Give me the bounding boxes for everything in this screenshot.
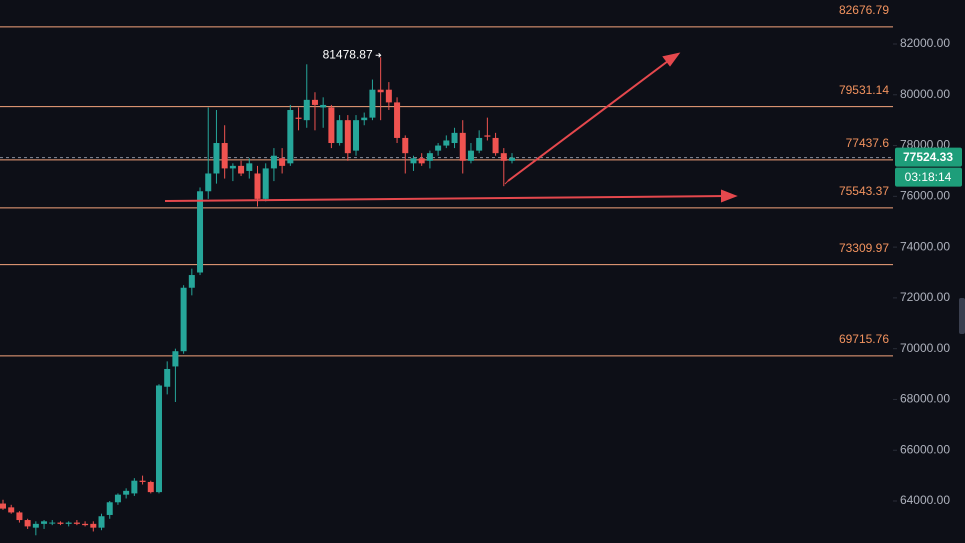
candle-body (73, 522, 80, 524)
candle-body (180, 287, 187, 352)
candle-body (311, 99, 318, 105)
y-tick-label: 64000.00 (900, 493, 950, 507)
y-tick-label: 70000.00 (900, 341, 950, 355)
current-price-label: 77524.33 (903, 150, 953, 164)
candle-body (65, 522, 72, 524)
level-label: 82676.79 (839, 3, 889, 17)
y-tick-label: 82000.00 (900, 36, 950, 50)
candle-body (8, 507, 15, 513)
price-axis: 64000.00 66000.00 68000.00 70000.00 72000.00… (893, 36, 962, 507)
candle-body (123, 490, 130, 495)
y-tick-label: 80000.00 (900, 87, 950, 101)
candle-body (0, 503, 6, 509)
candle-body (385, 89, 392, 103)
candle-body (41, 521, 48, 524)
candle-body (369, 89, 376, 118)
candle-body (344, 120, 351, 154)
level-label: 69715.76 (839, 332, 889, 346)
countdown-label: 03:18:14 (905, 170, 952, 184)
candle-body (418, 158, 425, 164)
candle-body (205, 173, 212, 192)
candle-body (82, 523, 89, 526)
candle-body (139, 480, 146, 482)
arrow-stub (504, 180, 509, 185)
level-label: 79531.14 (839, 83, 889, 97)
candle-body (435, 145, 442, 151)
high-marker: 81478.87 (323, 47, 373, 61)
levels: 82676.79 79531.14 77437.6 75543.37 73309.97 6… (0, 3, 893, 357)
candle-body (106, 502, 113, 515)
candle-body (188, 275, 195, 288)
y-tick-label: 72000.00 (900, 290, 950, 304)
candle-body (147, 481, 154, 493)
candle-body (98, 516, 105, 528)
candle-body (377, 89, 384, 93)
candle-body (254, 173, 261, 199)
candle-body (303, 99, 310, 121)
candle-body (353, 120, 360, 151)
high-marker-arrow (375, 52, 382, 58)
candle-body (320, 104, 327, 108)
candles: 81478.87 (0, 47, 515, 536)
candle-body (394, 102, 401, 138)
candle-body (221, 143, 228, 169)
candle-body (90, 523, 97, 528)
candle-body (155, 385, 162, 493)
arrow-head (721, 189, 738, 203)
candle-body (238, 165, 245, 174)
candle-body (361, 117, 368, 121)
candle-body (467, 150, 474, 161)
candle-body (229, 165, 236, 169)
candle-body (57, 522, 64, 524)
candle-body (49, 522, 56, 524)
candle-body (164, 368, 171, 387)
candle-body (476, 137, 483, 151)
candle-body (459, 132, 466, 161)
candle-body (279, 158, 286, 166)
candle-body (402, 137, 409, 154)
candle-body (336, 120, 343, 144)
candle-body (500, 153, 507, 161)
candle-body (262, 168, 269, 199)
candle-body (16, 512, 23, 521)
level-label: 77437.6 (846, 136, 890, 150)
drawing-arrows (164, 52, 738, 203)
candle-body (246, 163, 253, 171)
candle-body (197, 191, 204, 273)
arrow-up (507, 57, 673, 182)
candle-body (213, 143, 220, 174)
arrow-head (662, 52, 681, 67)
candle-body (410, 158, 417, 164)
candle-body (509, 157, 515, 161)
candle-body (287, 110, 294, 164)
candle-body (451, 132, 458, 144)
y-tick-label: 74000.00 (900, 239, 950, 253)
current-price-box (895, 147, 962, 167)
candle-body (114, 494, 121, 503)
candle-body (295, 117, 302, 119)
y-tick-label: 66000.00 (900, 442, 950, 456)
y-tick-label: 68000.00 (900, 392, 950, 406)
y-tick-label: 76000.00 (900, 189, 950, 203)
candle-body (328, 107, 335, 144)
level-label: 73309.97 (839, 241, 889, 255)
candle-body (492, 137, 499, 154)
countdown-box (895, 167, 962, 187)
candle-body (32, 523, 39, 528)
candle-body (172, 351, 179, 367)
candle-body (131, 480, 138, 494)
candle-body (24, 520, 31, 527)
candle-body (426, 153, 433, 161)
candle-body (443, 140, 450, 146)
arrow-right (164, 195, 729, 202)
candle-body (484, 135, 491, 137)
candle-body (270, 155, 277, 169)
level-label: 75543.37 (839, 184, 889, 198)
side-tab[interactable] (959, 298, 965, 334)
